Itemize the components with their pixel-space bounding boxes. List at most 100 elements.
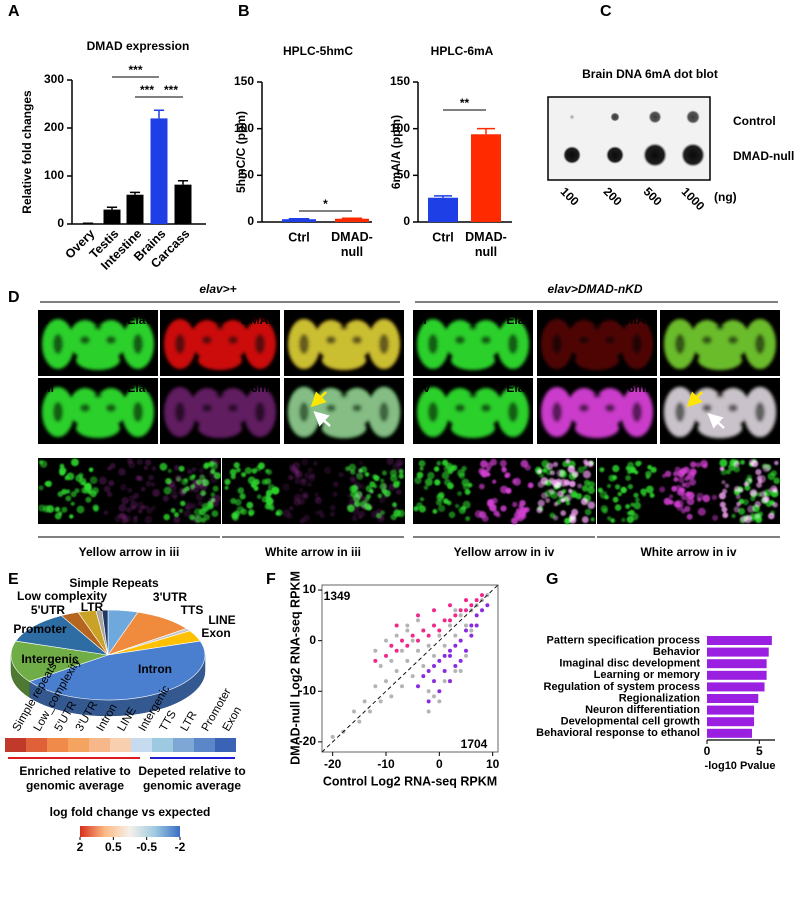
y-tick-label: 300 [44, 72, 64, 86]
brain-dark [53, 334, 63, 354]
scatter-point [453, 663, 458, 668]
text-line: DMAD- [465, 230, 507, 244]
cell [557, 490, 564, 498]
cell [212, 485, 219, 492]
blot-dot [610, 112, 620, 122]
brain-dark [579, 404, 589, 412]
scatter-point [405, 628, 410, 633]
cell [549, 477, 555, 484]
cell [461, 465, 467, 472]
cell [587, 481, 595, 489]
cell [584, 508, 592, 516]
cell [464, 489, 471, 495]
cell [69, 514, 74, 519]
scatter-point [352, 709, 356, 714]
cell [719, 501, 726, 508]
cell [633, 492, 639, 498]
pie-slice [101, 609, 109, 656]
bar [174, 184, 192, 224]
cell [650, 466, 657, 473]
brain-dark [428, 402, 438, 422]
scatter-point [394, 669, 399, 674]
cell [393, 505, 398, 511]
category-label: Regulation of system process [544, 681, 701, 693]
condition-label: elav>DMAD-nKD [547, 282, 642, 296]
brain-dark [255, 402, 265, 422]
category-label: Regionalization [619, 692, 701, 704]
brain-dark [106, 336, 116, 344]
cell [607, 516, 612, 521]
cell [722, 512, 729, 519]
cell [614, 484, 621, 490]
cell [390, 474, 398, 482]
scatter-point [480, 608, 484, 613]
cell [170, 508, 176, 513]
brain-region [198, 350, 242, 370]
brain-signal [664, 387, 776, 438]
cell [70, 491, 77, 498]
cell [198, 479, 203, 484]
heatmap-cell [131, 738, 152, 752]
pie-label: TTS [181, 603, 204, 617]
y-axis-label: DMAD-null Log2 RNA-seq RPKM [288, 571, 302, 765]
scatter-point [384, 638, 388, 643]
scatter-point [448, 603, 452, 608]
scatter-point [421, 663, 426, 668]
brain-region [698, 350, 742, 370]
scatter-point [453, 613, 458, 618]
cell [761, 497, 769, 504]
brain-region [76, 350, 120, 370]
brain-dark [228, 404, 238, 412]
text-line: null [341, 245, 363, 259]
scatter-point [469, 628, 474, 633]
cell [378, 497, 386, 504]
cell [78, 472, 84, 478]
brain-dark [202, 404, 212, 412]
bar [126, 194, 144, 224]
cell [353, 503, 361, 511]
scatter-point [458, 638, 463, 643]
brain-dark [675, 402, 685, 422]
panel-label: D [8, 289, 20, 306]
cell [230, 474, 236, 480]
cell [631, 512, 639, 521]
cell [348, 468, 353, 474]
cell [151, 482, 156, 487]
scatter-point [464, 648, 468, 653]
cell [368, 504, 374, 509]
plot-frame [321, 584, 499, 753]
cell [266, 469, 272, 475]
cell [175, 475, 182, 482]
cell [369, 481, 376, 487]
cell [230, 498, 237, 504]
cell [499, 459, 507, 467]
scatter-point [448, 679, 452, 684]
cell [664, 470, 672, 477]
cell [377, 493, 383, 499]
cell [486, 472, 491, 477]
blot-dot [563, 146, 581, 164]
cell [191, 467, 197, 472]
cell [684, 482, 691, 488]
cell [355, 492, 363, 499]
scatter-point [400, 648, 404, 653]
cell [702, 494, 711, 503]
channel-label: DMAD [618, 313, 654, 327]
cell [247, 476, 256, 485]
brain-dark [352, 404, 362, 412]
scatter-point [389, 658, 394, 663]
cell [380, 478, 385, 483]
cell [127, 487, 133, 493]
cell [169, 484, 177, 492]
brain-dark [428, 334, 438, 354]
cell [642, 492, 647, 497]
image-panel-label: ii [420, 313, 427, 327]
column-label: 500 [641, 184, 665, 208]
cell [458, 506, 466, 514]
cell [208, 469, 217, 478]
cell [500, 485, 508, 494]
scatter-point [448, 653, 452, 658]
scatter-point [394, 633, 399, 638]
pie-label: 5'UTR [31, 603, 66, 617]
heatmap-cell [68, 738, 89, 752]
